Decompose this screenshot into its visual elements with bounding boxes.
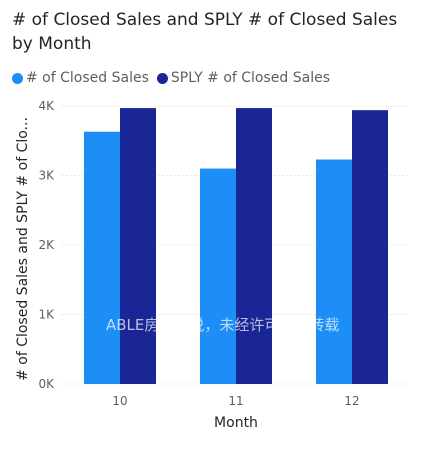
x-tick-label: 10 [112,394,127,408]
y-axis-title: # of Closed Sales and SPLY # of Clo... [15,117,31,381]
legend-label-closed-sales: # of Closed Sales [26,70,149,86]
y-tick-label: 1K [38,308,55,322]
legend-label-sply-closed-sales: SPLY # of Closed Sales [170,70,331,86]
legend-swatch-sply-closed-sales [156,72,168,84]
legend-item-sply-closed-sales[interactable]: SPLY # of Closed Sales [156,70,331,86]
chart-title: # of Closed Sales and SPLY # of Closed S… [12,10,398,54]
bar-sply-closed-sales-10 [120,108,156,385]
bar-sply-closed-sales-12 [352,110,388,385]
y-tick-label: 4K [38,99,55,113]
y-tick-label: 3K [38,169,55,183]
x-axis-title: Month [214,415,258,431]
x-tick-label: 12 [344,394,359,408]
y-tick-label: 0K [38,377,55,391]
x-tick-label: 11 [228,394,243,408]
legend-item-closed-sales[interactable]: # of Closed Sales [12,70,149,86]
bar-closed-sales-10 [84,131,120,384]
legend-swatch-closed-sales [12,72,23,84]
bar-closed-sales-11 [200,168,236,384]
bar-closed-sales-12 [316,159,352,384]
legend: # of Closed Sales SPLY # of Closed Sales [12,68,338,88]
bar-sply-closed-sales-11 [236,108,272,385]
y-tick-label: 2K [38,238,55,252]
